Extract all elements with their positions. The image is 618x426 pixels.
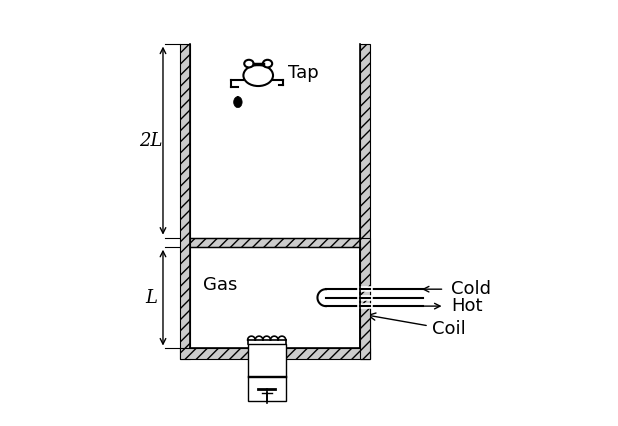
Text: 2L: 2L xyxy=(140,132,163,150)
Bar xyxy=(180,44,190,359)
Text: Hot: Hot xyxy=(451,297,482,315)
Text: Gas: Gas xyxy=(203,276,237,294)
Ellipse shape xyxy=(244,60,253,67)
Bar xyxy=(248,344,286,401)
Ellipse shape xyxy=(243,65,273,86)
Bar xyxy=(190,238,360,247)
Ellipse shape xyxy=(263,60,272,67)
Bar xyxy=(180,348,370,359)
Text: Tap: Tap xyxy=(288,64,319,82)
Text: L: L xyxy=(145,289,157,307)
Text: Coil: Coil xyxy=(368,313,465,338)
Bar xyxy=(360,44,370,359)
Polygon shape xyxy=(234,97,242,108)
Text: Cold: Cold xyxy=(451,280,491,298)
Bar xyxy=(360,238,370,359)
Bar xyxy=(360,238,370,359)
